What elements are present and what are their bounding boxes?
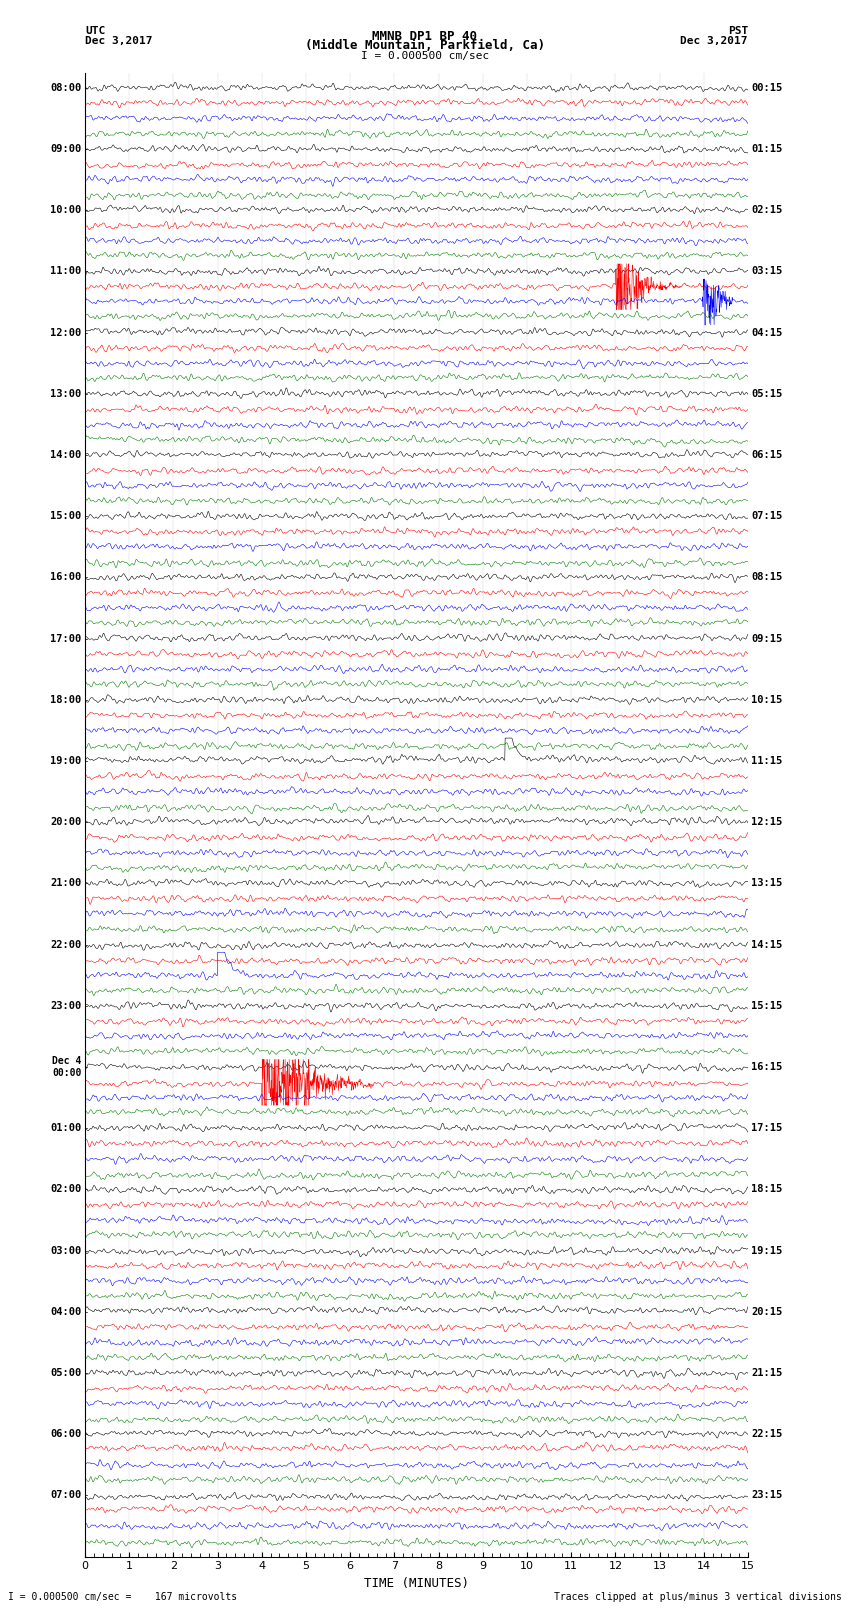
Text: MMNB DP1 BP 40: MMNB DP1 BP 40 xyxy=(372,29,478,44)
Text: 07:15: 07:15 xyxy=(751,511,783,521)
Text: 13:15: 13:15 xyxy=(751,879,783,889)
Text: 08:15: 08:15 xyxy=(751,573,783,582)
Text: 02:15: 02:15 xyxy=(751,205,783,215)
Text: 08:00: 08:00 xyxy=(50,82,82,94)
X-axis label: TIME (MINUTES): TIME (MINUTES) xyxy=(364,1578,469,1590)
Text: 15:00: 15:00 xyxy=(50,511,82,521)
Text: 16:00: 16:00 xyxy=(50,573,82,582)
Text: 04:15: 04:15 xyxy=(751,327,783,337)
Text: 13:00: 13:00 xyxy=(50,389,82,398)
Text: 11:00: 11:00 xyxy=(50,266,82,276)
Text: UTC: UTC xyxy=(85,26,105,35)
Text: 09:15: 09:15 xyxy=(751,634,783,644)
Text: 07:00: 07:00 xyxy=(50,1490,82,1500)
Text: 17:15: 17:15 xyxy=(751,1123,783,1134)
Text: 14:00: 14:00 xyxy=(50,450,82,460)
Text: 03:15: 03:15 xyxy=(751,266,783,276)
Text: 05:00: 05:00 xyxy=(50,1368,82,1378)
Text: 01:00: 01:00 xyxy=(50,1123,82,1134)
Text: 23:00: 23:00 xyxy=(50,1000,82,1011)
Text: 02:00: 02:00 xyxy=(50,1184,82,1194)
Text: 21:00: 21:00 xyxy=(50,879,82,889)
Text: 06:15: 06:15 xyxy=(751,450,783,460)
Text: 00:15: 00:15 xyxy=(751,82,783,94)
Text: Traces clipped at plus/minus 3 vertical divisions: Traces clipped at plus/minus 3 vertical … xyxy=(553,1592,842,1602)
Text: 22:15: 22:15 xyxy=(751,1429,783,1439)
Text: Dec 4
00:00: Dec 4 00:00 xyxy=(53,1057,82,1077)
Text: 17:00: 17:00 xyxy=(50,634,82,644)
Text: 12:15: 12:15 xyxy=(751,818,783,827)
Text: PST: PST xyxy=(728,26,748,35)
Text: (Middle Mountain, Parkfield, Ca): (Middle Mountain, Parkfield, Ca) xyxy=(305,39,545,53)
Text: 21:15: 21:15 xyxy=(751,1368,783,1378)
Text: 03:00: 03:00 xyxy=(50,1245,82,1255)
Text: 10:15: 10:15 xyxy=(751,695,783,705)
Text: 05:15: 05:15 xyxy=(751,389,783,398)
Text: I = 0.000500 cm/sec =    167 microvolts: I = 0.000500 cm/sec = 167 microvolts xyxy=(8,1592,238,1602)
Text: 18:00: 18:00 xyxy=(50,695,82,705)
Text: 06:00: 06:00 xyxy=(50,1429,82,1439)
Text: 22:00: 22:00 xyxy=(50,940,82,950)
Text: 20:15: 20:15 xyxy=(751,1307,783,1316)
Text: 23:15: 23:15 xyxy=(751,1490,783,1500)
Text: 15:15: 15:15 xyxy=(751,1000,783,1011)
Text: 04:00: 04:00 xyxy=(50,1307,82,1316)
Text: 14:15: 14:15 xyxy=(751,940,783,950)
Text: 01:15: 01:15 xyxy=(751,144,783,155)
Text: 19:15: 19:15 xyxy=(751,1245,783,1255)
Text: 16:15: 16:15 xyxy=(751,1061,783,1073)
Text: 20:00: 20:00 xyxy=(50,818,82,827)
Text: 09:00: 09:00 xyxy=(50,144,82,155)
Text: Dec 3,2017: Dec 3,2017 xyxy=(681,35,748,47)
Text: 19:00: 19:00 xyxy=(50,756,82,766)
Text: Dec 3,2017: Dec 3,2017 xyxy=(85,35,152,47)
Text: 10:00: 10:00 xyxy=(50,205,82,215)
Text: 11:15: 11:15 xyxy=(751,756,783,766)
Text: I = 0.000500 cm/sec: I = 0.000500 cm/sec xyxy=(361,50,489,61)
Text: 18:15: 18:15 xyxy=(751,1184,783,1194)
Text: 12:00: 12:00 xyxy=(50,327,82,337)
